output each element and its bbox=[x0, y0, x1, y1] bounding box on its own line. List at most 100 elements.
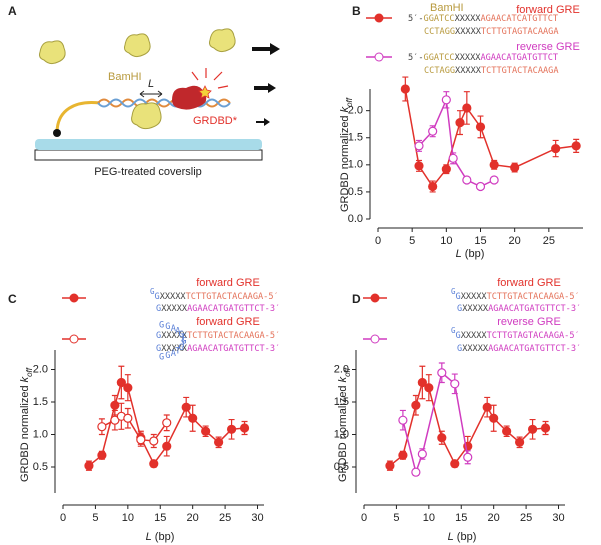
x-tick-label: 10 bbox=[423, 512, 435, 524]
x-tick-label: 10 bbox=[122, 512, 134, 524]
data-point bbox=[201, 426, 211, 436]
data-point bbox=[400, 84, 410, 94]
grdbd-protein bbox=[172, 85, 207, 110]
y-axis-label: GRDBD normalized koff bbox=[337, 367, 352, 482]
x-tick-label: 15 bbox=[455, 512, 467, 524]
data-point bbox=[540, 423, 551, 433]
y-axis-label-part: k bbox=[337, 376, 349, 382]
y-tick-label: 1.0 bbox=[334, 428, 349, 440]
y-tick-label: 0.5 bbox=[33, 461, 48, 473]
sequence-segment: XXXXX bbox=[161, 344, 188, 354]
data-point bbox=[515, 437, 525, 447]
legend-marker bbox=[370, 334, 380, 344]
dna-strand bbox=[97, 98, 231, 108]
data-point bbox=[441, 95, 451, 105]
loop-letter: G bbox=[165, 351, 170, 361]
loop-letter: G bbox=[179, 330, 184, 340]
sequence-segment: XXXXX bbox=[462, 304, 489, 314]
x-axis-label-part: (bp) bbox=[152, 531, 175, 543]
y-tick-label: 1.0 bbox=[348, 159, 363, 171]
data-point bbox=[123, 413, 133, 423]
sequence-segment: XXXXX bbox=[461, 292, 488, 302]
loop-letter: G bbox=[181, 337, 186, 347]
data-point bbox=[463, 452, 473, 462]
data-point bbox=[417, 449, 427, 459]
sequence-segment: CCTAGG bbox=[424, 27, 455, 37]
x-tick-label: 25 bbox=[219, 512, 231, 524]
loop-letter: T bbox=[175, 346, 180, 356]
sequence-segment: XXXXX bbox=[455, 66, 482, 76]
sequence-segment: XXXXX bbox=[161, 331, 188, 341]
sequence-segment: XXXXX bbox=[462, 344, 489, 354]
data-point bbox=[428, 126, 438, 136]
y-tick-label: 1.5 bbox=[33, 396, 48, 408]
data-point bbox=[414, 161, 424, 171]
sequence: GXXXXXAGAACATGATGTTCT-3′ bbox=[457, 304, 581, 314]
star bbox=[198, 85, 212, 99]
data-point bbox=[188, 413, 198, 423]
y-tick-label: 0.0 bbox=[348, 213, 363, 225]
x-axis-label-part: (bp) bbox=[454, 531, 477, 543]
data-point bbox=[462, 103, 472, 113]
data-point bbox=[450, 379, 460, 389]
panel-letter: B bbox=[352, 4, 361, 18]
data-point bbox=[551, 143, 561, 154]
legend-label: forward GRE bbox=[516, 4, 580, 16]
x-tick-label: 0 bbox=[375, 235, 381, 247]
sequence-segment: G bbox=[457, 344, 462, 354]
x-tick-label: 25 bbox=[520, 512, 532, 524]
y-tick-label: 0.5 bbox=[334, 461, 349, 473]
loop-letter: A bbox=[171, 324, 177, 334]
sequence: GXXXXXAGAACATGATGTTCT-3′ bbox=[457, 344, 581, 354]
sequence-segment: GGATCC bbox=[424, 53, 455, 63]
y-tick-label: 0.5 bbox=[348, 186, 363, 198]
y-axis-label: GRDBD normalized koff bbox=[19, 367, 34, 482]
series-line bbox=[402, 371, 469, 475]
data-point bbox=[123, 383, 133, 393]
loop-letter: G bbox=[159, 352, 164, 362]
data-point bbox=[149, 436, 159, 446]
x-axis-label-part: L bbox=[448, 531, 454, 543]
legend-label: forward GRE bbox=[196, 277, 260, 289]
sequence: GGXXXXXTCTTGTAGTACAAGA-5′ bbox=[451, 326, 580, 341]
data-point bbox=[462, 175, 472, 185]
loop-letter: G bbox=[159, 321, 164, 331]
data-point bbox=[385, 461, 395, 471]
annotation: BamHI bbox=[430, 2, 464, 14]
x-tick-label: 20 bbox=[509, 235, 521, 247]
loop-letter: A bbox=[171, 349, 177, 359]
data-point bbox=[502, 426, 512, 436]
data-point bbox=[437, 368, 447, 378]
sequence-segment: AGAACATCATGTTCT bbox=[480, 14, 558, 24]
x-tick-label: 0 bbox=[361, 512, 367, 524]
coverslip bbox=[34, 149, 263, 161]
peg-layer bbox=[35, 139, 262, 150]
sequence-segment: 5′- bbox=[408, 53, 424, 63]
x-tick-label: 25 bbox=[543, 235, 555, 247]
sequence-segment: XXXXX bbox=[455, 53, 482, 63]
panel-letter: C bbox=[8, 292, 17, 306]
sequence-segment: XXXXX bbox=[160, 292, 187, 302]
y-axis-label: GRDBD normalized koff bbox=[339, 97, 354, 212]
dna-strand bbox=[97, 98, 231, 108]
x-tick-label: 5 bbox=[92, 512, 98, 524]
x-axis-label: L (bp) bbox=[146, 531, 175, 543]
legend-label: reverse GRE bbox=[516, 41, 580, 53]
sequence: CCTAGGXXXXXTCTTGTAGTACAAGA bbox=[424, 27, 559, 37]
x-axis-label: L (bp) bbox=[448, 531, 477, 543]
sequence-segment: AGAACATGATGTTCT-3′ bbox=[488, 344, 581, 354]
data-point bbox=[226, 424, 237, 434]
loop-letter: G bbox=[165, 322, 170, 332]
rays bbox=[191, 68, 229, 89]
x-tick-label: 20 bbox=[187, 512, 199, 524]
panel-a: A PEG-treated coverslip BamHI L GRDBD* bbox=[8, 4, 280, 178]
data-point bbox=[475, 122, 486, 132]
sequence-segment: G bbox=[156, 331, 161, 341]
sequence: 5′-GGATCCXXXXXAGAACATGATGTTCT bbox=[408, 53, 558, 63]
data-point bbox=[110, 415, 120, 425]
y-axis-label-part: GRDBD normalized bbox=[339, 112, 351, 212]
sequence-segment: G bbox=[155, 292, 160, 302]
bamhi-label: BamHI bbox=[108, 71, 142, 83]
x-axis-label-part: L bbox=[146, 531, 152, 543]
